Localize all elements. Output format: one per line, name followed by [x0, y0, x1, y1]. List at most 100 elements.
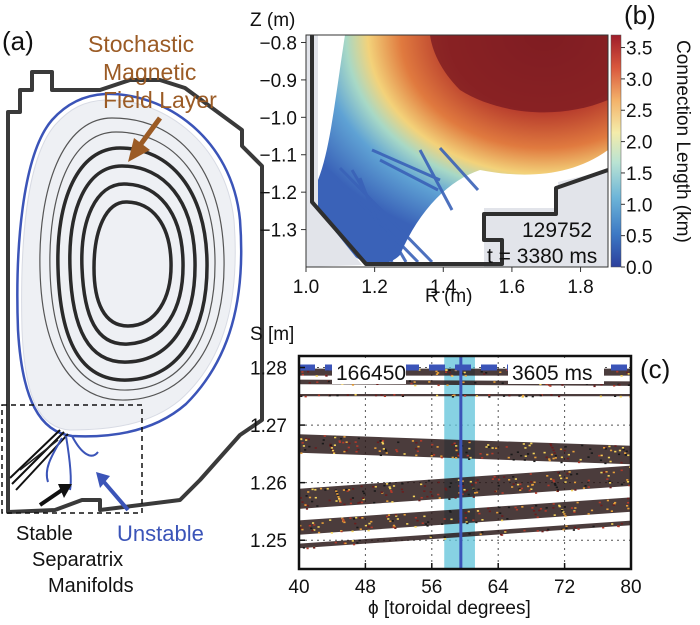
band-speckle: [360, 528, 362, 530]
band-speckle: [567, 458, 569, 460]
band-speckle: [395, 514, 397, 516]
band-speckle: [383, 448, 385, 450]
band-speckle: [572, 451, 574, 453]
band-speckle: [386, 500, 388, 502]
band-speckle: [566, 473, 568, 475]
band-speckle: [553, 503, 555, 505]
band-speckle: [355, 441, 357, 443]
band-speckle: [382, 440, 384, 442]
band-speckle: [557, 472, 559, 474]
band-speckle: [415, 442, 417, 444]
band-speckle: [608, 481, 610, 483]
panel-b-x-tick-label: 1.6: [499, 277, 525, 298]
band-speckle: [540, 395, 542, 397]
band-speckle: [560, 478, 562, 480]
band-speckle: [498, 485, 500, 487]
band-speckle: [476, 492, 478, 494]
band-speckle: [455, 445, 457, 447]
band-speckle: [607, 500, 609, 502]
band-speckle: [384, 395, 386, 397]
band-speckle: [481, 532, 483, 534]
band-speckle: [380, 440, 382, 442]
band-speckle: [362, 491, 364, 493]
band-speckle: [574, 507, 576, 509]
band-speckle: [553, 450, 555, 452]
band-speckle: [624, 452, 626, 454]
band-speckle: [621, 523, 623, 525]
band-speckle: [523, 443, 525, 445]
band-speckle: [396, 451, 398, 453]
band-speckle: [555, 455, 557, 457]
band-speckle: [601, 455, 603, 457]
band-speckle: [628, 373, 630, 375]
band-speckle: [609, 487, 611, 489]
panel-b-y-tick-label: −1.2: [259, 183, 297, 204]
band-speckle: [302, 442, 304, 444]
band-speckle: [476, 395, 478, 397]
divertor-legs: [10, 430, 98, 490]
band-speckle: [334, 444, 336, 446]
band-speckle: [613, 472, 615, 474]
band-speckle: [571, 507, 573, 509]
band-speckle: [335, 500, 337, 502]
band-speckle: [564, 515, 566, 517]
band-speckle: [488, 396, 490, 398]
band-speckle: [493, 381, 495, 383]
band-speckle: [519, 483, 521, 485]
band-speckle: [480, 533, 482, 535]
band-speckle: [309, 525, 311, 527]
band-speckle: [324, 435, 326, 437]
band-speckle: [475, 482, 477, 484]
band-speckle: [583, 487, 585, 489]
band-speckle: [391, 501, 393, 503]
panel-c-label: (c): [640, 354, 670, 384]
band-speckle: [383, 485, 385, 487]
band-speckle: [322, 522, 324, 524]
band-speckle: [428, 480, 430, 482]
band-speckle: [552, 458, 554, 460]
band-speckle: [304, 504, 306, 506]
band-speckle: [622, 447, 624, 449]
band-speckle: [361, 517, 363, 519]
panel-c-x-tick-label: 64: [488, 577, 510, 598]
band-speckle: [343, 522, 345, 524]
band-speckle: [358, 540, 360, 542]
band-speckle: [503, 395, 505, 397]
band-speckle: [322, 443, 324, 445]
band-speckle: [402, 395, 404, 397]
band-speckle: [525, 396, 527, 398]
band-speckle: [537, 516, 539, 518]
band-speckle: [552, 479, 554, 481]
band-speckle: [449, 511, 451, 513]
band-speckle: [621, 470, 623, 472]
band-speckle: [465, 452, 467, 454]
band-speckle: [608, 457, 610, 459]
band-speckle: [437, 494, 439, 496]
band-speckle: [500, 534, 502, 536]
band-speckle: [559, 475, 561, 477]
band-speckle: [627, 481, 629, 483]
band-speckle: [348, 447, 350, 449]
band-speckle: [563, 513, 565, 515]
band-speckle: [588, 513, 590, 515]
band-speckle: [537, 530, 539, 532]
band-speckle: [354, 394, 356, 396]
band-speckle: [310, 528, 312, 530]
band-speckle: [423, 516, 425, 518]
band-speckle: [313, 524, 315, 526]
band-speckle: [307, 371, 309, 373]
band-speckle: [320, 488, 322, 490]
band-speckle: [335, 542, 337, 544]
band-speckle: [338, 499, 340, 501]
band-speckle: [336, 395, 338, 397]
band-speckle: [387, 518, 389, 520]
band-speckle: [367, 530, 369, 532]
band-speckle: [592, 526, 594, 528]
black-arrow-shaft: [40, 490, 62, 505]
band-speckle: [352, 488, 354, 490]
panel-c-y-axis-title: S [m]: [250, 324, 294, 345]
annotation-line-2: Magnetic: [103, 59, 196, 85]
band-speckle: [331, 532, 333, 534]
band-speckle: [446, 384, 448, 386]
band-speckle: [444, 518, 446, 520]
